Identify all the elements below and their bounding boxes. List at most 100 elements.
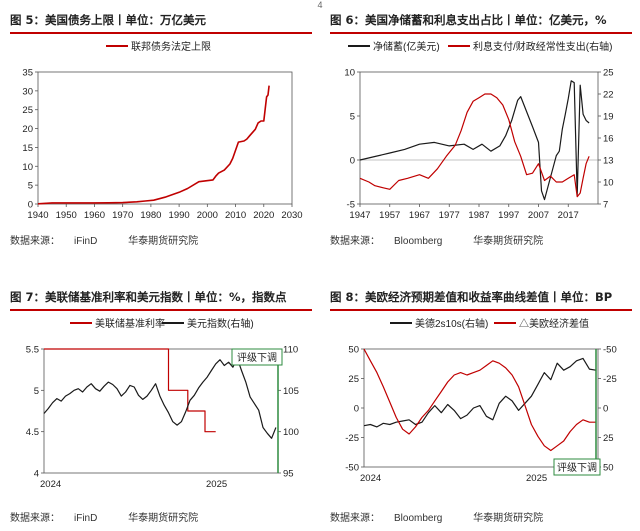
source-name: iFinD bbox=[74, 513, 98, 524]
source-name: Bloomberg bbox=[394, 236, 443, 247]
y2-tick-label: 22 bbox=[603, 90, 614, 101]
figure-6-panel: 图 6：美国净储蓄和利息支出占比丨单位：亿美元，% 净储蓄(亿美元) 利息支付/财… bbox=[330, 10, 632, 260]
legend-label: 净储蓄(亿美元) bbox=[373, 40, 440, 53]
x-tick-label: 1990 bbox=[169, 210, 190, 221]
page-number: 4 bbox=[317, 0, 323, 10]
figure-5-title: 图 5：美国债务上限丨单位：万亿美元 bbox=[10, 13, 207, 27]
y-tick-label: -5 bbox=[347, 200, 355, 211]
y-tick-label: -25 bbox=[345, 433, 359, 444]
x-tick-label: 2020 bbox=[253, 210, 274, 221]
y-tick-label: 5 bbox=[28, 181, 33, 192]
legend-label: 利息支付/财政经常性支出(右轴) bbox=[473, 40, 612, 53]
series-line bbox=[44, 348, 216, 433]
y2-tick-label: 16 bbox=[603, 134, 614, 145]
figure-6-chart: 净储蓄(亿美元) 利息支付/财政经常性支出(右轴) -5 0 5 10 7 10 13 16 19 2… bbox=[344, 40, 614, 221]
y-tick-label: 5.5 bbox=[26, 345, 39, 356]
y-tick-label: 10 bbox=[22, 162, 33, 173]
x-tick-label: 1947 bbox=[349, 210, 370, 221]
series-line bbox=[363, 357, 597, 428]
y2-tick-label: 0 bbox=[603, 404, 608, 415]
figure-8-panel: 图 8：美欧经济预期差值和收益率曲线差值丨单位：BP 美德2s10s(右轴) △美… bbox=[330, 287, 632, 531]
figure-8-chart: 美德2s10s(右轴) △美欧经济差值 -50 -25 0 25 50 -50 -25 0 25 50… bbox=[345, 317, 617, 484]
y2-tick-label: 110 bbox=[283, 345, 298, 356]
x-tick-label: 2024 bbox=[360, 473, 381, 484]
title-rule bbox=[330, 32, 632, 34]
series-line bbox=[43, 357, 277, 439]
y2-tick-label: 10 bbox=[603, 178, 614, 189]
x-tick-label: 2000 bbox=[197, 210, 218, 221]
y-tick-label: 20 bbox=[22, 124, 33, 135]
y2-tick-label: 50 bbox=[603, 463, 614, 474]
y-tick-label: 0 bbox=[354, 404, 359, 415]
source-prefix: 数据来源： bbox=[330, 236, 380, 247]
x-tick-label: 2017 bbox=[558, 210, 579, 221]
y-tick-label: 5 bbox=[350, 112, 355, 123]
publisher: 华泰期货研究院 bbox=[128, 236, 199, 247]
x-tick-label: 1987 bbox=[468, 210, 489, 221]
x-tick-label: 1967 bbox=[409, 210, 430, 221]
annotation-box bbox=[231, 348, 283, 366]
figure-8-source: 数据来源： Bloomberg 华泰期货研究院 bbox=[330, 509, 557, 524]
y-tick-label: 4 bbox=[34, 469, 39, 480]
figure-5-source: 数据来源： iFinD 华泰期货研究院 bbox=[10, 232, 212, 247]
y2-tick-label: 19 bbox=[603, 112, 614, 123]
source-name: Bloomberg bbox=[394, 513, 443, 524]
y2-tick-label: -25 bbox=[603, 374, 617, 385]
y2-tick-label: 95 bbox=[283, 469, 294, 480]
y2-tick-label: 7 bbox=[603, 200, 608, 211]
legend-label: △美欧经济差值 bbox=[519, 317, 589, 330]
y-tick-label: -50 bbox=[345, 463, 359, 474]
x-tick-label: 1957 bbox=[379, 210, 400, 221]
publisher: 华泰期货研究院 bbox=[128, 513, 199, 524]
series-line bbox=[37, 85, 270, 205]
y-tick-label: 10 bbox=[344, 68, 355, 79]
x-tick-label: 2030 bbox=[281, 210, 302, 221]
figure-5-chart: 联邦债务法定上限 0 5 10 15 20 25 30 35 1940 1950 1960 1970 19… bbox=[22, 40, 302, 221]
x-tick-label: 2010 bbox=[225, 210, 246, 221]
y-tick-label: 25 bbox=[22, 105, 33, 116]
x-tick-label: 1997 bbox=[498, 210, 519, 221]
plot-frame bbox=[37, 71, 293, 205]
source-name: iFinD bbox=[74, 236, 98, 247]
title-rule bbox=[10, 309, 312, 311]
x-tick-label: 2025 bbox=[526, 473, 547, 484]
y2-tick-label: -50 bbox=[603, 345, 617, 356]
x-tick-label: 2007 bbox=[528, 210, 549, 221]
y-tick-label: 50 bbox=[348, 345, 359, 356]
y2-tick-label: 13 bbox=[603, 156, 614, 167]
x-tick-label: 1940 bbox=[27, 210, 48, 221]
figure-7-title: 图 7：美联储基准利率和美元指数丨单位：%，指数点 bbox=[10, 290, 287, 304]
x-tick-label: 2024 bbox=[40, 479, 61, 490]
figure-7-panel: 图 7：美联储基准利率和美元指数丨单位：%，指数点 美联储基准利率 美元指数(右轴… bbox=[10, 287, 312, 531]
series-line bbox=[359, 93, 590, 198]
y2-tick-label: 100 bbox=[283, 427, 299, 438]
legend-label: 联邦债务法定上限 bbox=[131, 40, 211, 53]
figure-5-panel: 图 5：美国债务上限丨单位：万亿美元 联邦债务法定上限 0 5 10 15 20 25 30 3… bbox=[10, 10, 312, 260]
legend-label: 美德2s10s(右轴) bbox=[415, 317, 488, 330]
legend-label: 美联储基准利率 bbox=[95, 317, 165, 330]
annotation-box bbox=[553, 458, 601, 476]
x-tick-label: 1980 bbox=[140, 210, 161, 221]
annotation-label: 评级下调 bbox=[237, 352, 277, 364]
y-tick-label: 4.5 bbox=[26, 427, 39, 438]
x-tick-label: 2025 bbox=[206, 479, 227, 490]
publisher: 华泰期货研究院 bbox=[473, 236, 544, 247]
x-tick-label: 1977 bbox=[439, 210, 460, 221]
annotation-label: 评级下调 bbox=[557, 462, 597, 474]
y-tick-label: 25 bbox=[348, 374, 359, 385]
source-prefix: 数据来源： bbox=[10, 236, 60, 247]
publisher: 华泰期货研究院 bbox=[473, 513, 544, 524]
y2-tick-label: 25 bbox=[603, 433, 614, 444]
figure-6-title: 图 6：美国净储蓄和利息支出占比丨单位：亿美元，% bbox=[330, 13, 607, 27]
y-tick-label: 30 bbox=[22, 86, 33, 97]
x-tick-label: 1970 bbox=[112, 210, 133, 221]
figure-7-chart: 美联储基准利率 美元指数(右轴) 4 4.5 5 5.5 95 100 105 110 2024 20… bbox=[26, 317, 299, 490]
legend-label: 美元指数(右轴) bbox=[187, 317, 254, 330]
figure-6-source: 数据来源： Bloomberg 华泰期货研究院 bbox=[330, 232, 557, 247]
source-prefix: 数据来源： bbox=[330, 513, 380, 524]
y-tick-label: 15 bbox=[22, 143, 33, 154]
x-tick-label: 1960 bbox=[84, 210, 105, 221]
series-line bbox=[363, 348, 596, 452]
x-tick-label: 1950 bbox=[56, 210, 77, 221]
figure-7-source: 数据来源： iFinD 华泰期货研究院 bbox=[10, 509, 212, 524]
